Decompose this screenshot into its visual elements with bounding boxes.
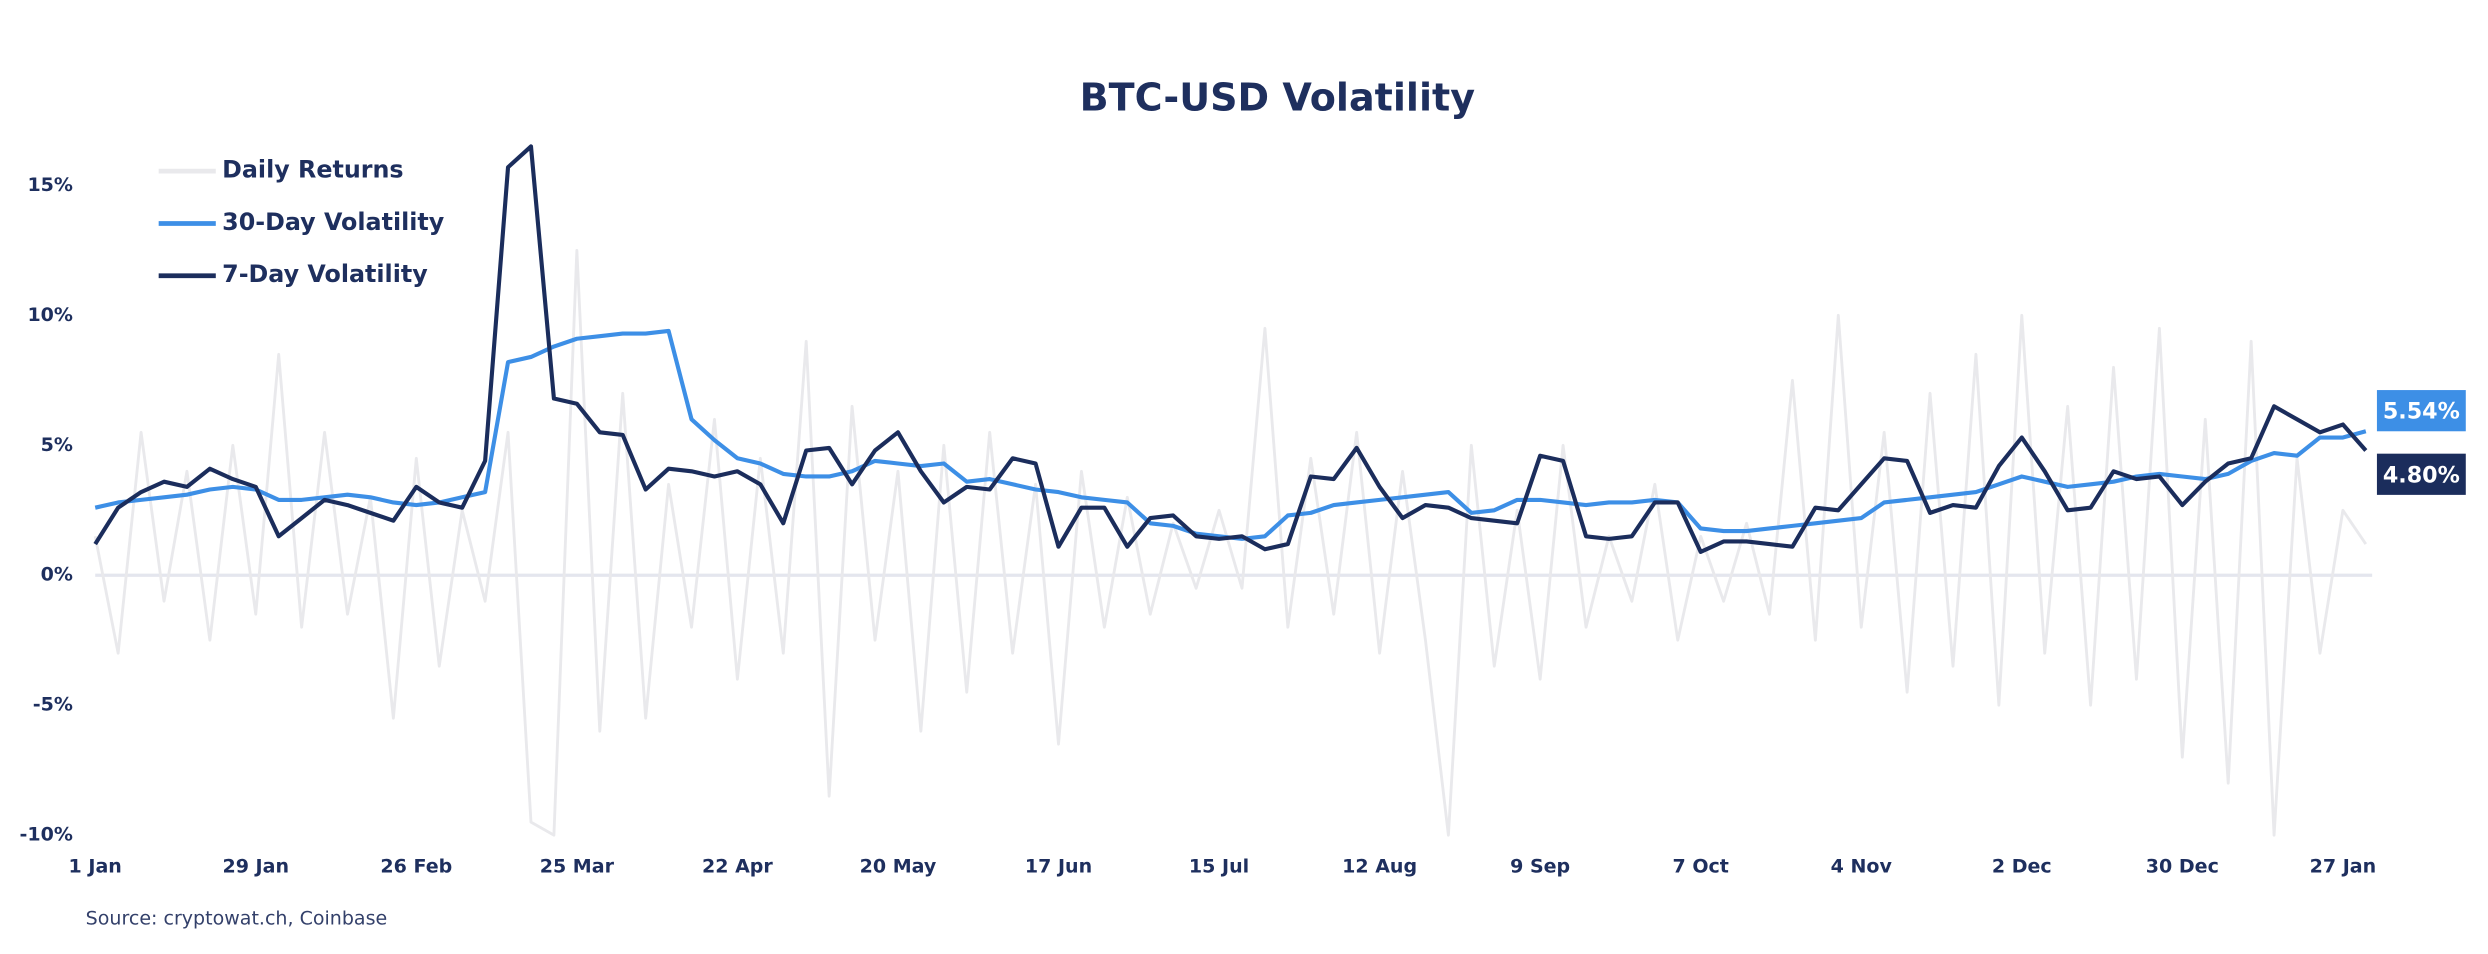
end-label: 4.80% [2383, 462, 2460, 488]
end-label-box [2376, 390, 2466, 432]
x-tick-label: 1 Jan [69, 855, 122, 877]
x-tick-label: 22 Apr [702, 855, 773, 877]
x-tick-label: 7 Oct [1672, 855, 1728, 877]
y-tick-label: 10% [27, 304, 73, 326]
x-tick-label: 25 Mar [540, 855, 615, 877]
y-tick-label: -10% [20, 824, 73, 846]
y-tick-label: 5% [41, 434, 73, 456]
x-tick-label: 20 May [860, 855, 937, 877]
x-tick-label: 30 Dec [2146, 855, 2219, 877]
x-tick-label: 29 Jan [222, 855, 289, 877]
source-note: Source: cryptowat.ch, Coinbase [86, 908, 388, 930]
x-tick-label: 9 Sep [1510, 855, 1570, 877]
legend-label: Daily Returns [222, 156, 403, 184]
x-tick-label: 15 Jul [1189, 855, 1249, 877]
x-tick-label: 12 Aug [1342, 855, 1417, 877]
x-tick-label: 2 Dec [1992, 855, 2052, 877]
end-label: 5.54% [2383, 399, 2460, 425]
series-line [93, 248, 2368, 837]
x-tick-label: 4 Nov [1831, 855, 1893, 877]
chart-title: BTC-USD Volatility [1080, 75, 1476, 119]
x-tick-label: 27 Jan [2310, 855, 2377, 877]
legend-label: 7-Day Volatility [222, 260, 428, 288]
series-line [93, 144, 2368, 554]
x-tick-label: 26 Feb [380, 855, 452, 877]
end-label-box [2376, 453, 2466, 495]
y-tick-label: 0% [41, 564, 73, 586]
x-tick-label: 17 Jun [1025, 855, 1092, 877]
y-tick-label: 15% [27, 174, 73, 196]
y-tick-label: -5% [33, 694, 73, 716]
legend-label: 30-Day Volatility [222, 208, 445, 236]
